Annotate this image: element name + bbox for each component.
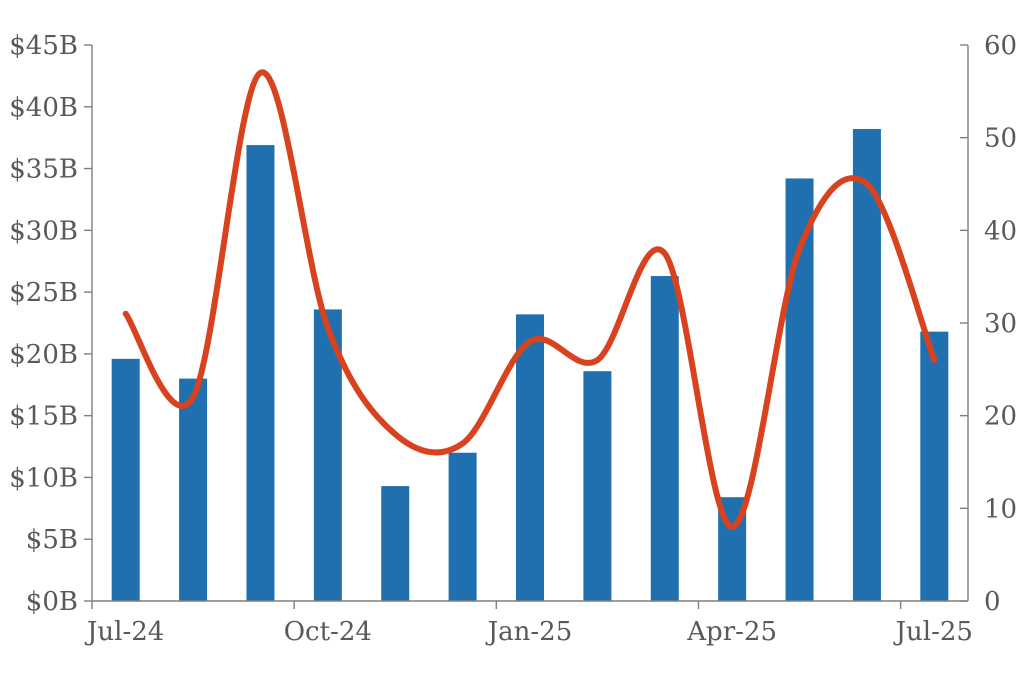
left-axis-tick-label: $20B	[9, 340, 78, 370]
right-axis-tick-label: 60	[984, 31, 1017, 61]
trend-line	[122, 69, 938, 530]
bar-feb-25	[583, 371, 612, 601]
bar-jan-25	[516, 314, 544, 601]
x-axis-tick-label: Apr-25	[686, 617, 777, 647]
bar-dec-24	[448, 452, 477, 601]
right-axis-tick-label: 40	[984, 216, 1017, 246]
right-axis-tick-label: 0	[984, 587, 1001, 617]
x-axis-tick-label: Oct-24	[284, 617, 372, 647]
bar-aug-24	[179, 378, 208, 601]
left-axis-tick-label: $0B	[26, 587, 78, 617]
left-axis-tick-label: $40B	[9, 93, 78, 123]
left-axis-tick-label: $30B	[9, 216, 78, 246]
right-axis-tick-label: 10	[984, 494, 1017, 524]
bar-jul-24	[111, 358, 140, 601]
x-axis-tick-label: Jul-25	[893, 617, 973, 647]
bar-jul-25	[920, 331, 949, 601]
right-axis-tick-label: 50	[984, 124, 1017, 154]
bar-sep-24	[246, 145, 275, 601]
left-axis-tick-label: $25B	[9, 278, 78, 308]
left-axis-tick-label: $15B	[9, 402, 78, 432]
right-axis-tick-label: 20	[984, 402, 1017, 432]
left-axis-tick-label: $10B	[9, 463, 78, 493]
bar-jun-25	[852, 129, 881, 602]
x-axis-tick-label: Jul-24	[84, 617, 164, 647]
bar-mar-25	[650, 276, 679, 601]
left-axis-tick-label: $35B	[9, 155, 78, 185]
bar-nov-24	[381, 486, 410, 601]
right-axis-tick-label: 30	[984, 309, 1017, 339]
left-axis-tick-label: $45B	[9, 31, 78, 61]
x-axis-tick-label: Jan-25	[485, 617, 573, 647]
left-axis-tick-label: $5B	[26, 525, 78, 555]
